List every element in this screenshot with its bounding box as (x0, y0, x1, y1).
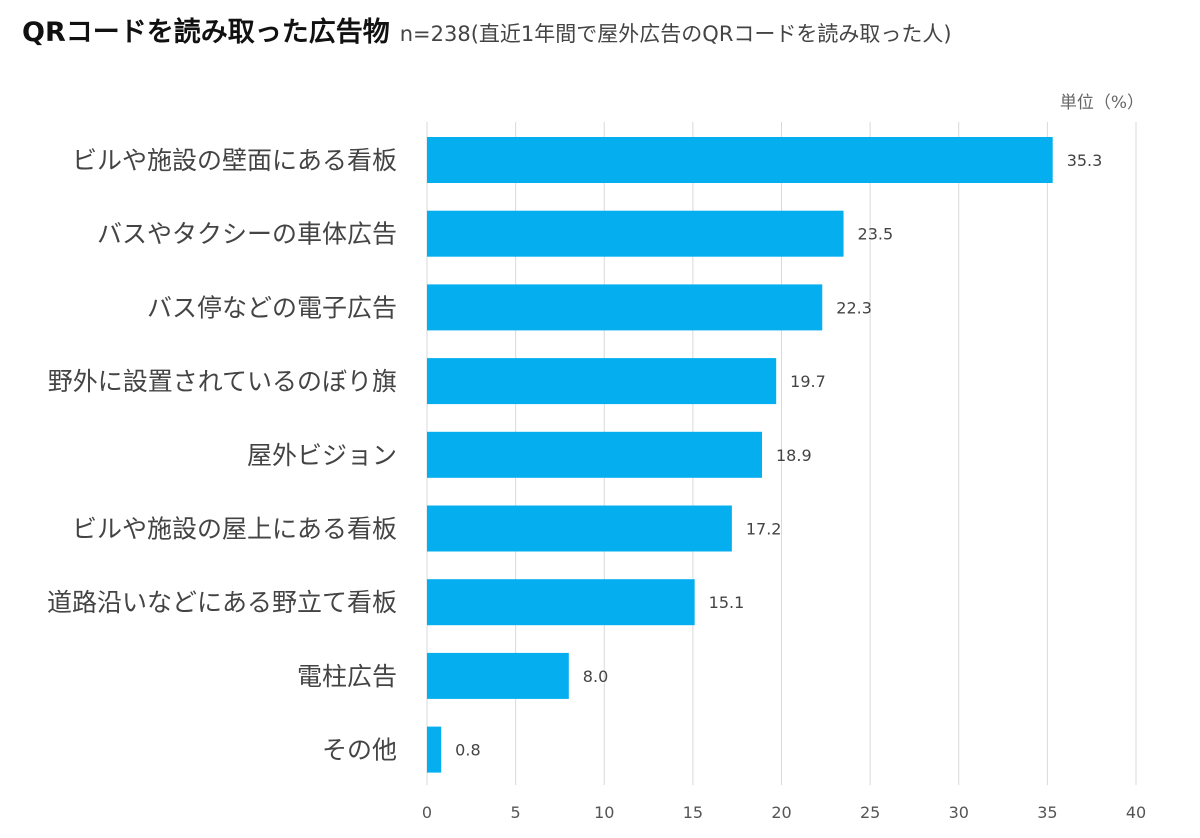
category-label: 電柱広告 (297, 662, 397, 691)
bars (427, 137, 1053, 773)
x-tick-label: 15 (683, 803, 703, 822)
x-tick-label: 5 (511, 803, 521, 822)
value-label: 17.2 (746, 520, 782, 539)
x-tick-label: 10 (594, 803, 614, 822)
value-label: 15.1 (709, 593, 745, 612)
value-label: 0.8 (455, 741, 480, 760)
category-label: バスやタクシーの車体広告 (97, 220, 397, 249)
unit-label: 単位（%） (1059, 93, 1144, 113)
category-label: ビルや施設の壁面にある看板 (72, 146, 397, 175)
x-tick-label: 40 (1126, 803, 1146, 822)
title-row: QRコードを読み取った広告物 n=238(直近1年間で屋外広告のQRコードを読み取… (22, 10, 952, 49)
category-label: バス停などの電子広告 (147, 293, 397, 322)
bar (427, 210, 844, 257)
chart-subtitle: n=238(直近1年間で屋外広告のQRコードを読み取った人) (399, 22, 952, 46)
x-tick-label: 20 (771, 803, 791, 822)
bar (427, 579, 695, 626)
bar (427, 726, 442, 773)
value-label: 22.3 (836, 298, 872, 317)
value-label: 23.5 (858, 225, 894, 244)
value-label: 19.7 (790, 372, 826, 391)
value-label: 35.3 (1067, 151, 1103, 170)
x-tick-label: 30 (949, 803, 969, 822)
category-label: ビルや施設の屋上にある看板 (72, 515, 397, 544)
bar (427, 284, 823, 331)
value-label: 8.0 (583, 667, 608, 686)
bar (427, 137, 1053, 183)
category-label: その他 (322, 736, 397, 765)
category-label: 野外に設置されているのぼり旗 (48, 367, 397, 396)
chart-title: QRコードを読み取った広告物 (22, 17, 390, 48)
x-tick-label: 35 (1037, 803, 1057, 822)
bar (427, 431, 763, 478)
x-tick-label: 25 (860, 803, 880, 822)
bar (427, 652, 569, 699)
category-label: 屋外ビジョン (247, 441, 397, 470)
category-label: 道路沿いなどにある野立て看板 (47, 588, 397, 617)
bar (427, 505, 732, 552)
x-tick-label: 0 (422, 803, 432, 822)
labels: 0 5 10 15 20 25 30 35 40 ビルや施設の壁面にある看板 35.3 バスやタクシー… (47, 146, 1146, 822)
bar (427, 358, 777, 405)
value-label: 18.9 (776, 446, 812, 465)
